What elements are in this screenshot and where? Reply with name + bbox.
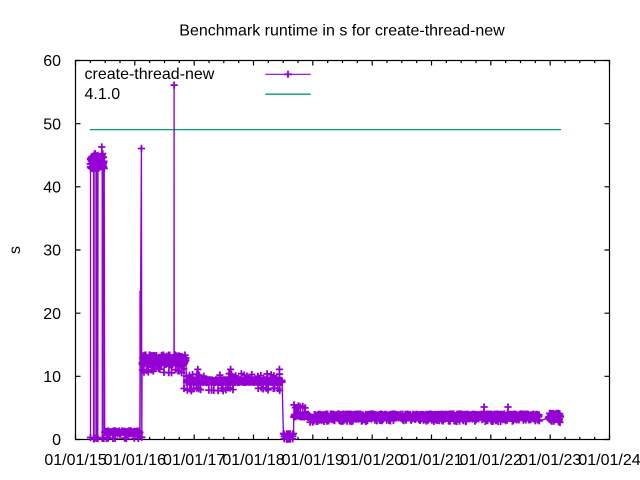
- svg-text:01/01/19: 01/01/19: [282, 452, 344, 469]
- svg-text:01/01/21: 01/01/21: [400, 452, 462, 469]
- svg-text:0: 0: [52, 432, 61, 449]
- svg-text:s: s: [7, 246, 24, 254]
- svg-text:create-thread-new: create-thread-new: [85, 66, 215, 83]
- svg-text:60: 60: [43, 53, 61, 70]
- svg-text:30: 30: [43, 243, 61, 260]
- svg-text:50: 50: [43, 116, 61, 133]
- svg-text:4.1.0: 4.1.0: [85, 86, 121, 103]
- svg-text:01/01/17: 01/01/17: [163, 452, 225, 469]
- svg-text:01/01/18: 01/01/18: [222, 452, 284, 469]
- svg-text:01/01/24: 01/01/24: [578, 452, 640, 469]
- svg-text:01/01/20: 01/01/20: [341, 452, 403, 469]
- svg-text:01/01/15: 01/01/15: [44, 452, 106, 469]
- svg-text:01/01/23: 01/01/23: [519, 452, 581, 469]
- svg-text:01/01/22: 01/01/22: [460, 452, 522, 469]
- svg-text:20: 20: [43, 306, 61, 323]
- svg-text:Benchmark runtime in s for cre: Benchmark runtime in s for create-thread…: [179, 23, 505, 40]
- svg-text:01/01/16: 01/01/16: [104, 452, 166, 469]
- svg-text:10: 10: [43, 369, 61, 386]
- svg-text:40: 40: [43, 179, 61, 196]
